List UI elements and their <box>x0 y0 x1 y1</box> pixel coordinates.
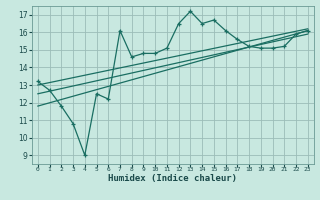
X-axis label: Humidex (Indice chaleur): Humidex (Indice chaleur) <box>108 174 237 183</box>
